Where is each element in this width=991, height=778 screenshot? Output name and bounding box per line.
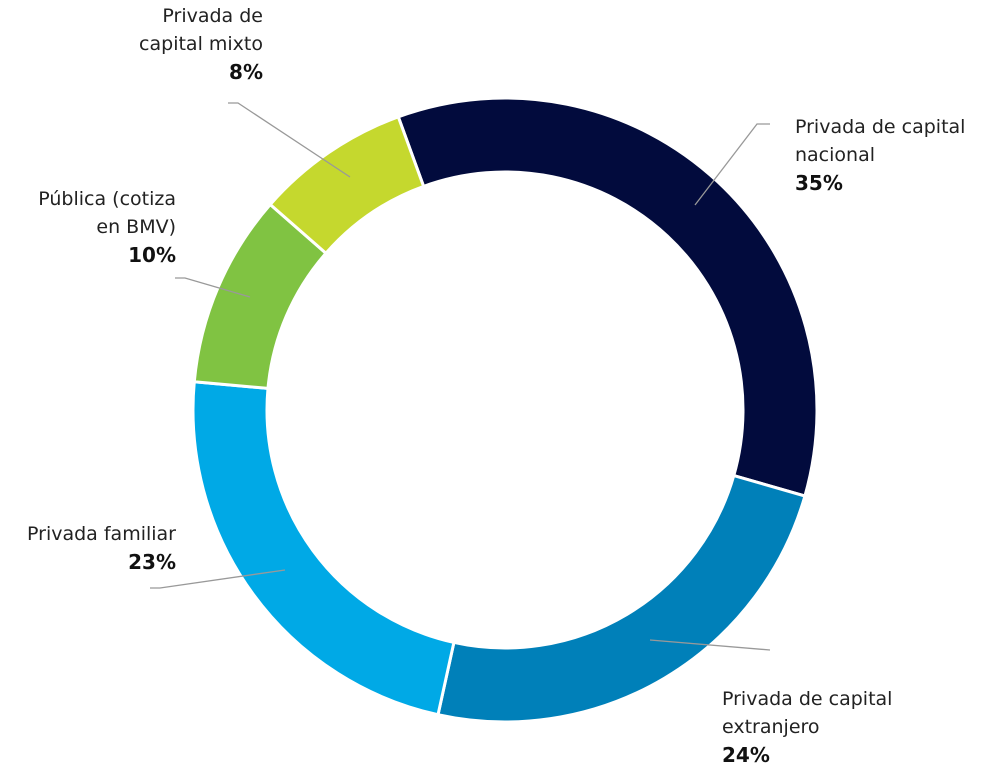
donut-segment xyxy=(436,473,807,724)
leader-line xyxy=(175,277,251,298)
slice-label: Privada familiar xyxy=(27,523,176,545)
slice-value: 10% xyxy=(128,243,176,267)
leader-line xyxy=(150,569,286,589)
label-line: Pública (cotiza xyxy=(38,188,176,210)
label-line: Privada familiar xyxy=(27,523,176,545)
slice-value: 35% xyxy=(795,171,843,195)
label-line: nacional xyxy=(795,144,875,166)
slice-label: Pública (cotiza en BMV) xyxy=(38,188,176,238)
label-line: Privada de capital xyxy=(722,688,892,710)
leader-line xyxy=(649,639,771,651)
label-line: Privada de capital xyxy=(795,116,965,138)
label-line: extranjero xyxy=(722,716,820,738)
slice-label: Privada de capital extranjero xyxy=(722,688,892,738)
slice-value: 23% xyxy=(128,550,176,574)
donut-segment xyxy=(191,380,456,717)
donut-segment xyxy=(396,96,819,498)
donut-segment xyxy=(268,114,426,256)
slice-label: Privada de capital mixto xyxy=(139,5,263,55)
leader-line xyxy=(228,102,351,178)
slice-label: Privada de capital nacional xyxy=(795,116,965,166)
label-line: en BMV) xyxy=(96,216,176,238)
slice-value: 24% xyxy=(722,743,770,767)
label-line: Privada de xyxy=(162,5,263,27)
label-line: capital mixto xyxy=(139,33,263,55)
slice-value: 8% xyxy=(229,60,263,84)
leader-line xyxy=(694,123,770,206)
